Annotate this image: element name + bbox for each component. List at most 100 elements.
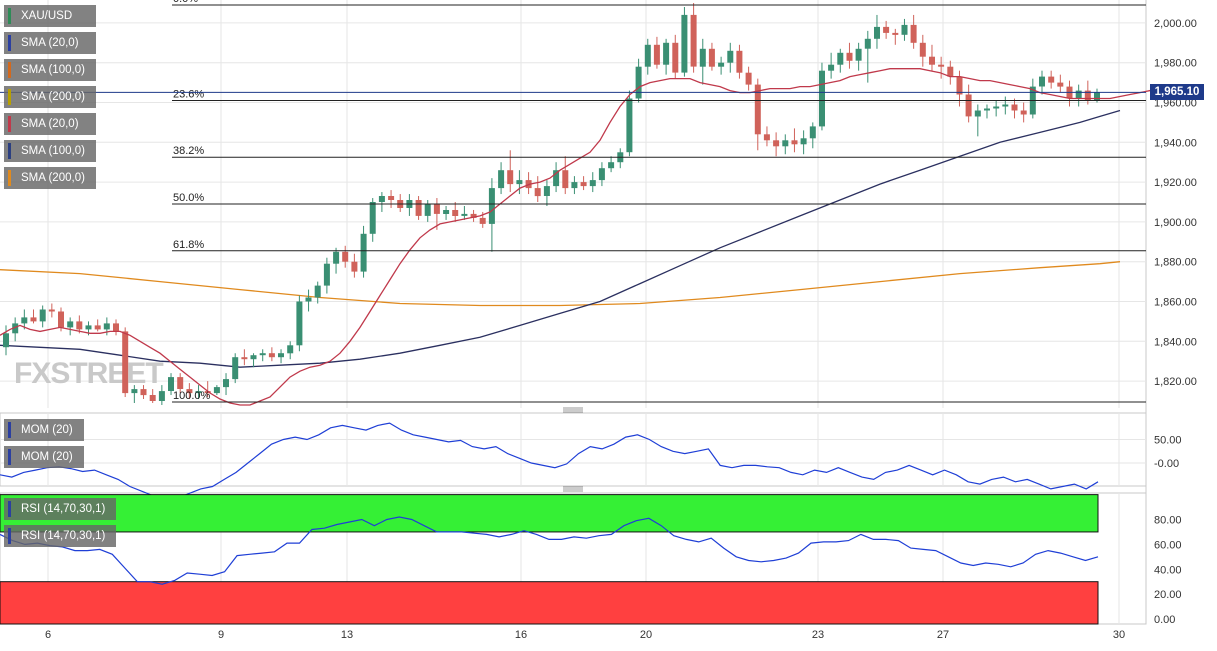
legend-item[interactable]: SMA (20,0) (4, 113, 96, 135)
price-tick-label: 1,820.00 (1154, 376, 1197, 388)
candle (846, 42, 853, 69)
candle (947, 60, 954, 85)
candle (1075, 84, 1082, 107)
candle (333, 247, 340, 274)
price-tick-label: 1,920.00 (1154, 177, 1197, 189)
x-tick-label: 27 (937, 629, 949, 641)
candle-body (30, 317, 37, 322)
x-tick-label: 13 (341, 629, 353, 641)
candle (809, 122, 816, 149)
candle (782, 134, 789, 155)
legend-item[interactable]: MOM (20) (4, 446, 84, 468)
candle-body (21, 317, 28, 324)
candle (589, 172, 596, 193)
legend-label: XAU/USD (21, 10, 73, 22)
candle (938, 56, 945, 79)
candle-body (195, 391, 202, 394)
candle (67, 317, 74, 336)
candle (1020, 102, 1027, 123)
candle-body (745, 72, 752, 85)
candle-body (378, 196, 385, 202)
candle-body (690, 14, 697, 67)
rsi-oversold-zone (0, 581, 1099, 625)
candle (598, 162, 605, 187)
candle (296, 295, 303, 352)
candle (259, 349, 266, 362)
candle (1057, 74, 1064, 93)
mom-tick-label: 50.00 (1154, 435, 1182, 447)
candle-body (12, 323, 19, 334)
x-tick-label: 6 (45, 629, 51, 641)
candle (342, 245, 349, 268)
rsi-line (0, 516, 1099, 585)
candle-body (131, 389, 138, 394)
candle-body (149, 395, 156, 401)
mom-pane-bg (0, 412, 1147, 487)
candle-body (333, 251, 340, 264)
candle (452, 202, 459, 222)
candle-body (855, 48, 862, 61)
candle (433, 198, 440, 230)
candle-body (984, 108, 990, 111)
candle-body (773, 140, 780, 147)
candle-body (204, 391, 211, 394)
candle-body (158, 391, 165, 401)
candle-body (534, 188, 541, 197)
candle-body (608, 162, 615, 169)
legend-item[interactable]: SMA (200,0) (4, 86, 96, 108)
candle (388, 190, 395, 208)
candle-body (828, 64, 835, 71)
legend-item[interactable]: SMA (100,0) (4, 140, 96, 162)
candle-body (663, 42, 670, 65)
legend-item[interactable]: XAU/USD (4, 5, 96, 27)
candle-body (892, 32, 899, 35)
x-tick-label: 9 (218, 629, 224, 641)
candle (644, 38, 651, 75)
legend-item[interactable]: SMA (100,0) (4, 59, 96, 81)
candle-body (58, 311, 64, 328)
legend-label: RSI (14,70,30,1) (21, 530, 106, 542)
price-tick-label: 1,980.00 (1154, 58, 1197, 70)
candle (901, 18, 908, 41)
rsi-tick-label: 60.00 (1154, 539, 1182, 551)
legend-item[interactable]: RSI (14,70,30,1) (4, 498, 116, 520)
legend-swatch (8, 170, 11, 186)
fib-level-label: 61.8% (173, 239, 204, 251)
legend-swatch (8, 501, 11, 517)
legend-label: SMA (20,0) (21, 37, 79, 49)
candle-body (1011, 104, 1018, 111)
candle (874, 14, 880, 49)
candle-body (250, 355, 257, 360)
candle (149, 389, 156, 403)
pane-splitter[interactable] (563, 407, 583, 413)
candle-body (809, 126, 816, 139)
candle (653, 36, 660, 69)
candle-body (296, 301, 303, 346)
legend-label: SMA (200,0) (21, 172, 85, 184)
legend-swatch (8, 35, 11, 51)
legend-item[interactable]: RSI (14,70,30,1) (4, 525, 116, 547)
candle-body (1057, 82, 1064, 87)
candle (708, 42, 715, 71)
legend-swatch (8, 116, 11, 132)
candle-body (122, 331, 129, 394)
candle (699, 38, 706, 85)
candle (828, 52, 835, 79)
candle-body (67, 321, 74, 328)
candle (268, 347, 275, 362)
candle-body (653, 44, 660, 65)
legend-swatch (8, 8, 11, 24)
legend-item[interactable]: SMA (200,0) (4, 167, 96, 189)
pane-splitter[interactable] (563, 486, 583, 492)
price-tick-label: 1,960.00 (1154, 98, 1197, 110)
legend-item[interactable]: SMA (20,0) (4, 32, 96, 54)
candle-body (213, 387, 220, 394)
candle (626, 90, 633, 157)
candle-body (305, 297, 312, 302)
candle-body (342, 251, 349, 262)
candle-body (94, 325, 101, 330)
candle-body (965, 94, 972, 117)
rsi-tick-label: 20.00 (1154, 589, 1182, 601)
legend-item[interactable]: MOM (20) (4, 419, 84, 441)
